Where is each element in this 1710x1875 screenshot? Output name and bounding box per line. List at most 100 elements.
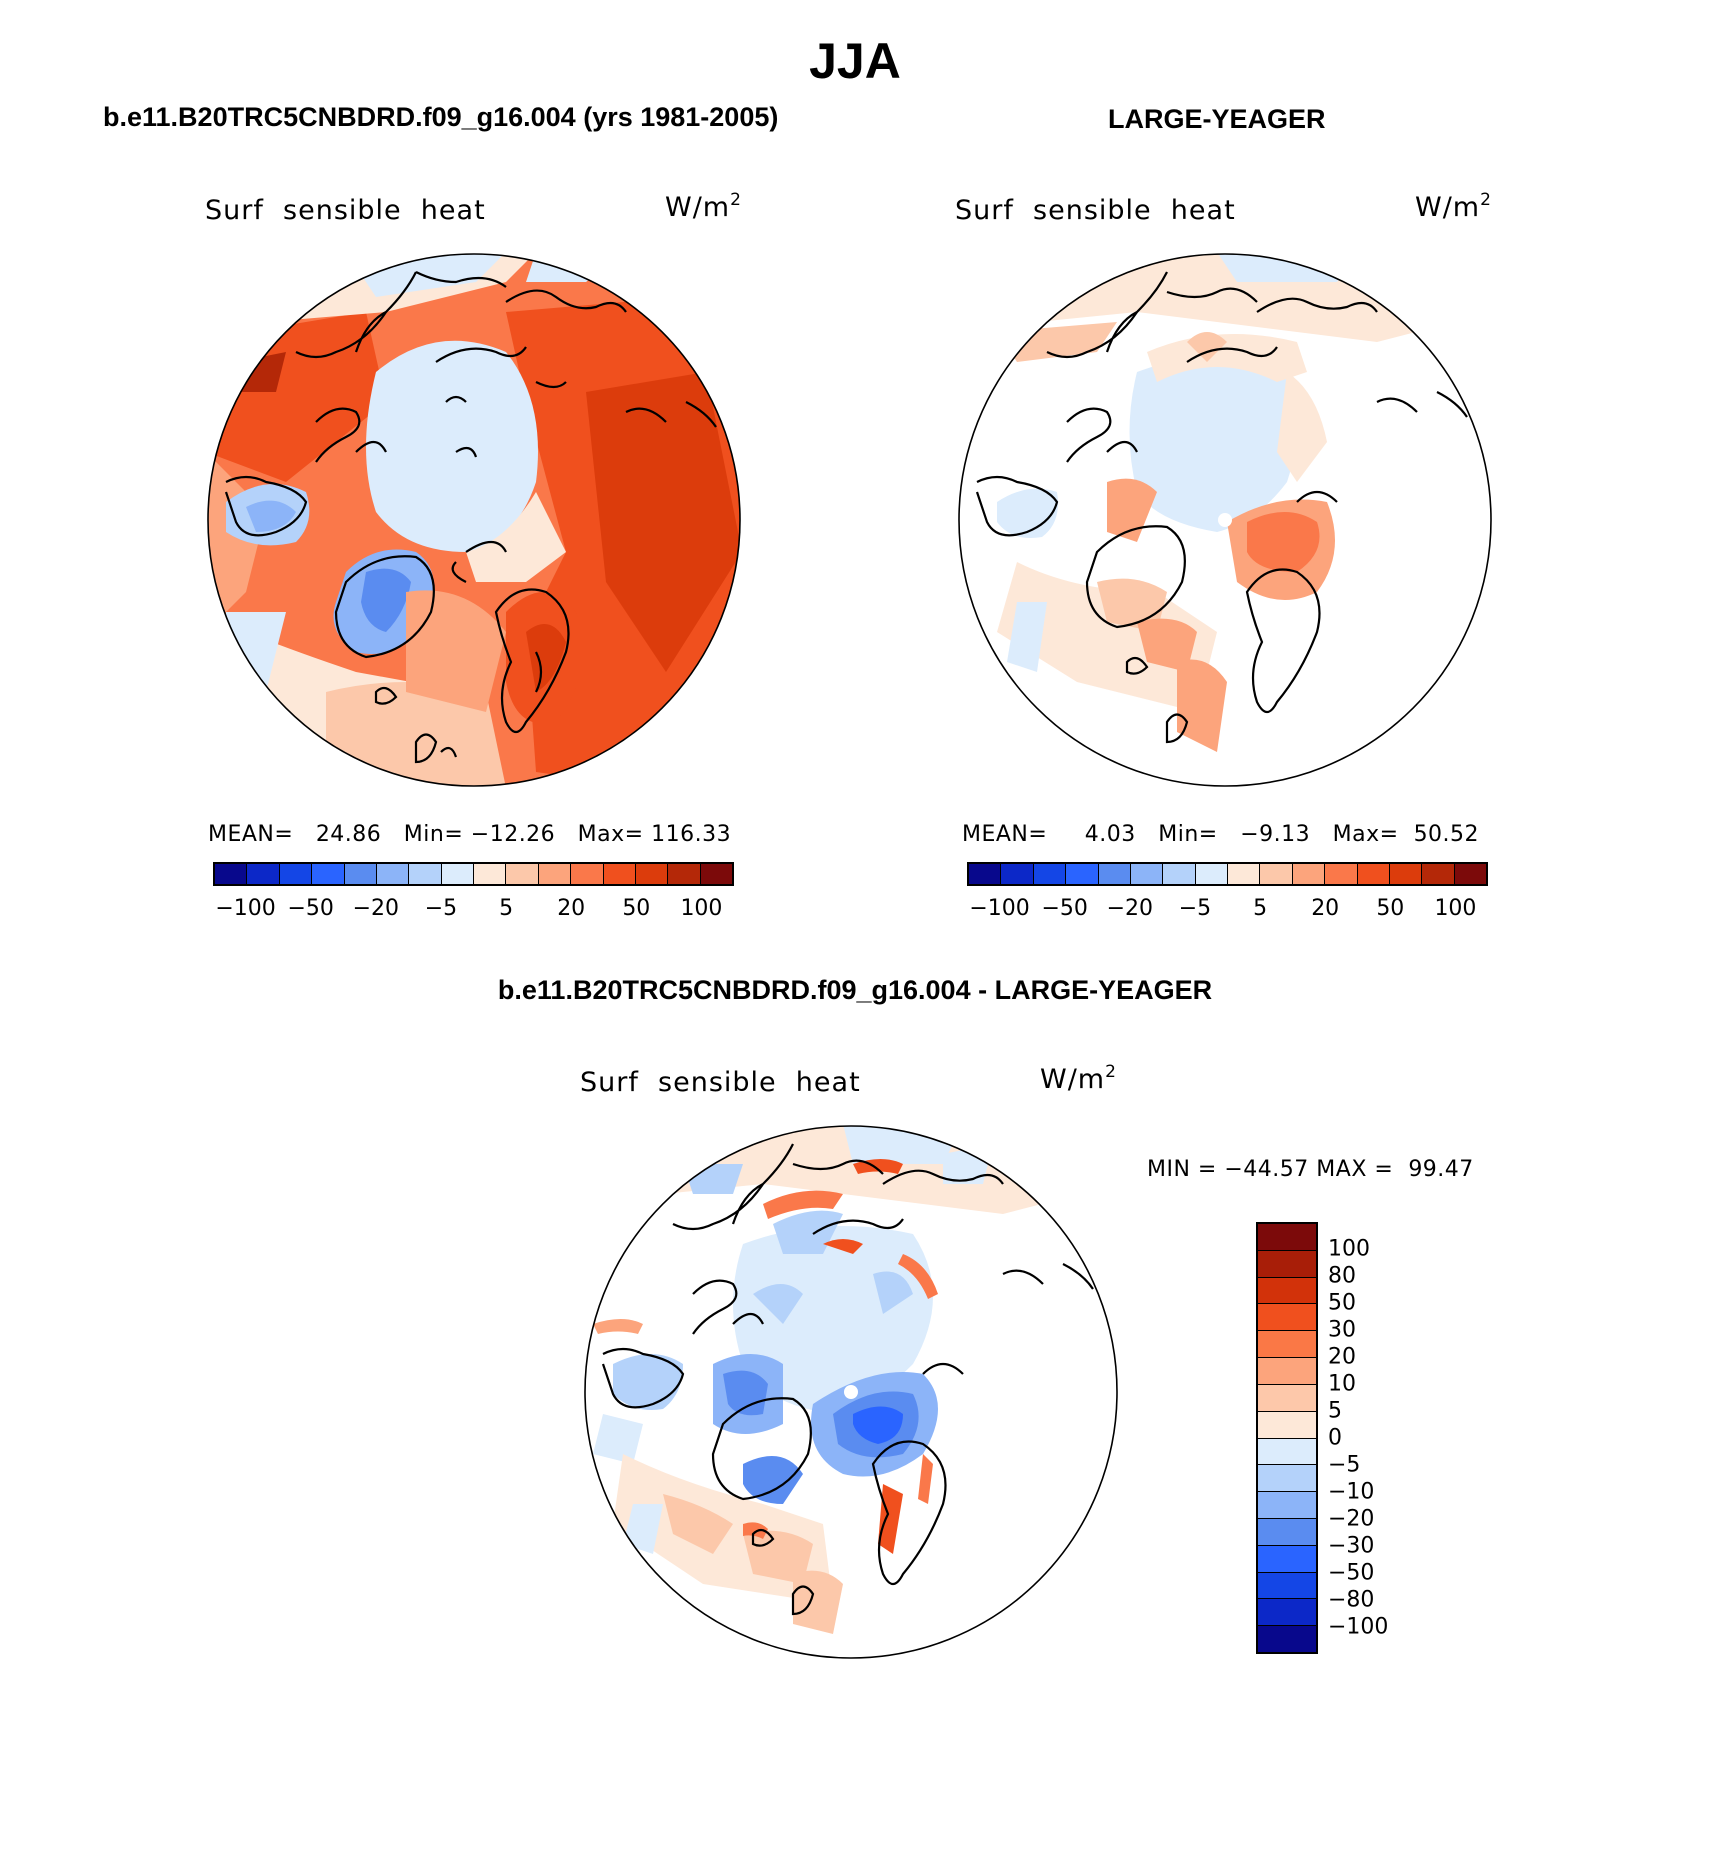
colorbar-tick-label: −5 [1178,896,1212,921]
colorbar-swatch [1389,864,1423,884]
colorbar-tick-label: −50 [287,896,334,921]
colorbar-swatch [1228,864,1261,884]
colorbar-tick-label: 20 [1311,896,1340,921]
colorbar-swatch [474,864,507,884]
colorbar-swatch [1258,1545,1316,1573]
colorbar-swatch [603,864,636,884]
colorbar-swatch [1292,864,1326,884]
model-colorbar [213,862,734,886]
obs-min-value: −9.13 [1240,822,1311,847]
model-mean-value: 24.86 [315,822,382,847]
colorbar-swatch [1033,864,1067,884]
colorbar-swatch [279,864,313,884]
colorbar-swatch [376,864,410,884]
colorbar-tick-label: 50 [1328,1290,1356,1316]
colorbar-tick-label: 0 [1328,1425,1342,1451]
colorbar-tick-label: 100 [1434,896,1477,921]
colorbar-swatch [215,864,248,884]
model-stats: MEAN= 24.86 Min= −12.26 Max= 116.33 [208,822,731,847]
colorbar-tick-label: −5 [424,896,458,921]
colorbar-swatch [409,864,442,884]
colorbar-tick-label: −5 [1328,1452,1361,1478]
colorbar-tick-label: 50 [622,896,651,921]
colorbar-swatch [1098,864,1131,884]
obs-colorbar [967,862,1488,886]
obs-mean-value: 4.03 [1084,822,1136,847]
colorbar-tick-label: 30 [1328,1317,1356,1343]
colorbar-tick-label: −20 [1106,896,1154,921]
colorbar-swatch [1258,1411,1316,1439]
colorbar-swatch [506,864,539,884]
model-min-value: −12.26 [470,822,556,847]
colorbar-swatch [1258,1599,1316,1627]
colorbar-swatch [1325,864,1358,884]
colorbar-swatch [1258,1331,1316,1359]
colorbar-swatch [668,864,701,884]
colorbar-tick-label: −100 [1328,1614,1389,1640]
colorbar-swatch [1258,1358,1316,1385]
colorbar-swatch [1066,864,1099,884]
colorbar-swatch [1357,864,1390,884]
model-min-label: Min= [403,822,464,847]
obs-min-label: Min= [1158,822,1218,847]
colorbar-swatch [1258,1518,1316,1546]
colorbar-tick-label: 100 [1328,1236,1370,1262]
diff-min-value: −44.57 [1224,1157,1309,1182]
colorbar-swatch [969,864,1002,884]
colorbar-swatch [247,864,280,884]
colorbar-swatch [1130,864,1164,884]
colorbar-tick-label: 5 [1328,1398,1342,1424]
obs-mean-label: MEAN= [962,822,1048,847]
obs-stats: MEAN= 4.03 Min= −9.13 Max= 50.52 [962,822,1479,847]
model-max-value: 116.33 [651,822,732,847]
diff-case-title: b.e11.B20TRC5CNBDRD.f09_g16.004 - LARGE-… [497,975,1213,1005]
colorbar-tick-label: −20 [1328,1506,1375,1532]
colorbar-swatch [312,864,345,884]
colorbar-tick-label: 5 [1253,896,1268,921]
colorbar-tick-label: −100 [215,896,276,921]
colorbar-tick-label: 20 [1328,1344,1356,1370]
model-field-title: Surf sensible heat [205,195,486,226]
colorbar-swatch [1258,1572,1316,1600]
colorbar-tick-label: 100 [680,896,723,921]
diff-max-value: 99.47 [1408,1157,1474,1182]
diff-units: W/m2 [1040,1062,1117,1095]
obs-case-title: LARGE-YEAGER [1108,104,1326,134]
colorbar-swatch [1422,864,1455,884]
colorbar-swatch [635,864,669,884]
obs-polar-map [958,253,1492,787]
colorbar-swatch [571,864,604,884]
colorbar-swatch [344,864,377,884]
colorbar-swatch [1258,1384,1316,1412]
colorbar-tick-label: −50 [1328,1560,1375,1586]
model-polar-map [207,253,741,787]
colorbar-swatch [1258,1250,1316,1278]
colorbar-swatch [1258,1492,1316,1519]
colorbar-swatch [1260,864,1293,884]
colorbar-swatch [1454,864,1486,884]
colorbar-swatch [1258,1277,1316,1305]
colorbar-swatch [1258,1224,1316,1251]
colorbar-swatch [1258,1626,1316,1652]
diff-colorbar [1256,1222,1318,1654]
obs-max-label: Max= [1332,822,1399,847]
model-case-title: b.e11.B20TRC5CNBDRD.f09_g16.004 (yrs 198… [103,102,779,132]
colorbar-tick-label: 50 [1376,896,1405,921]
colorbar-tick-label: 20 [557,896,586,921]
diff-polar-map [584,1125,1118,1659]
colorbar-tick-label: −80 [1328,1587,1375,1613]
colorbar-tick-label: 80 [1328,1263,1356,1289]
colorbar-swatch [1195,864,1228,884]
colorbar-swatch [1258,1304,1316,1332]
diff-min-label: MIN = [1147,1157,1217,1182]
figure-title: JJA [809,33,901,89]
colorbar-swatch [538,864,572,884]
obs-max-value: 50.52 [1413,822,1480,847]
colorbar-swatch [1163,864,1196,884]
colorbar-tick-label: 5 [499,896,514,921]
colorbar-tick-label: −50 [1041,896,1088,921]
colorbar-tick-label: −30 [1328,1533,1375,1559]
model-mean-label: MEAN= [208,822,294,847]
diff-max-label: MAX = [1316,1157,1394,1182]
colorbar-swatch [1258,1465,1316,1493]
